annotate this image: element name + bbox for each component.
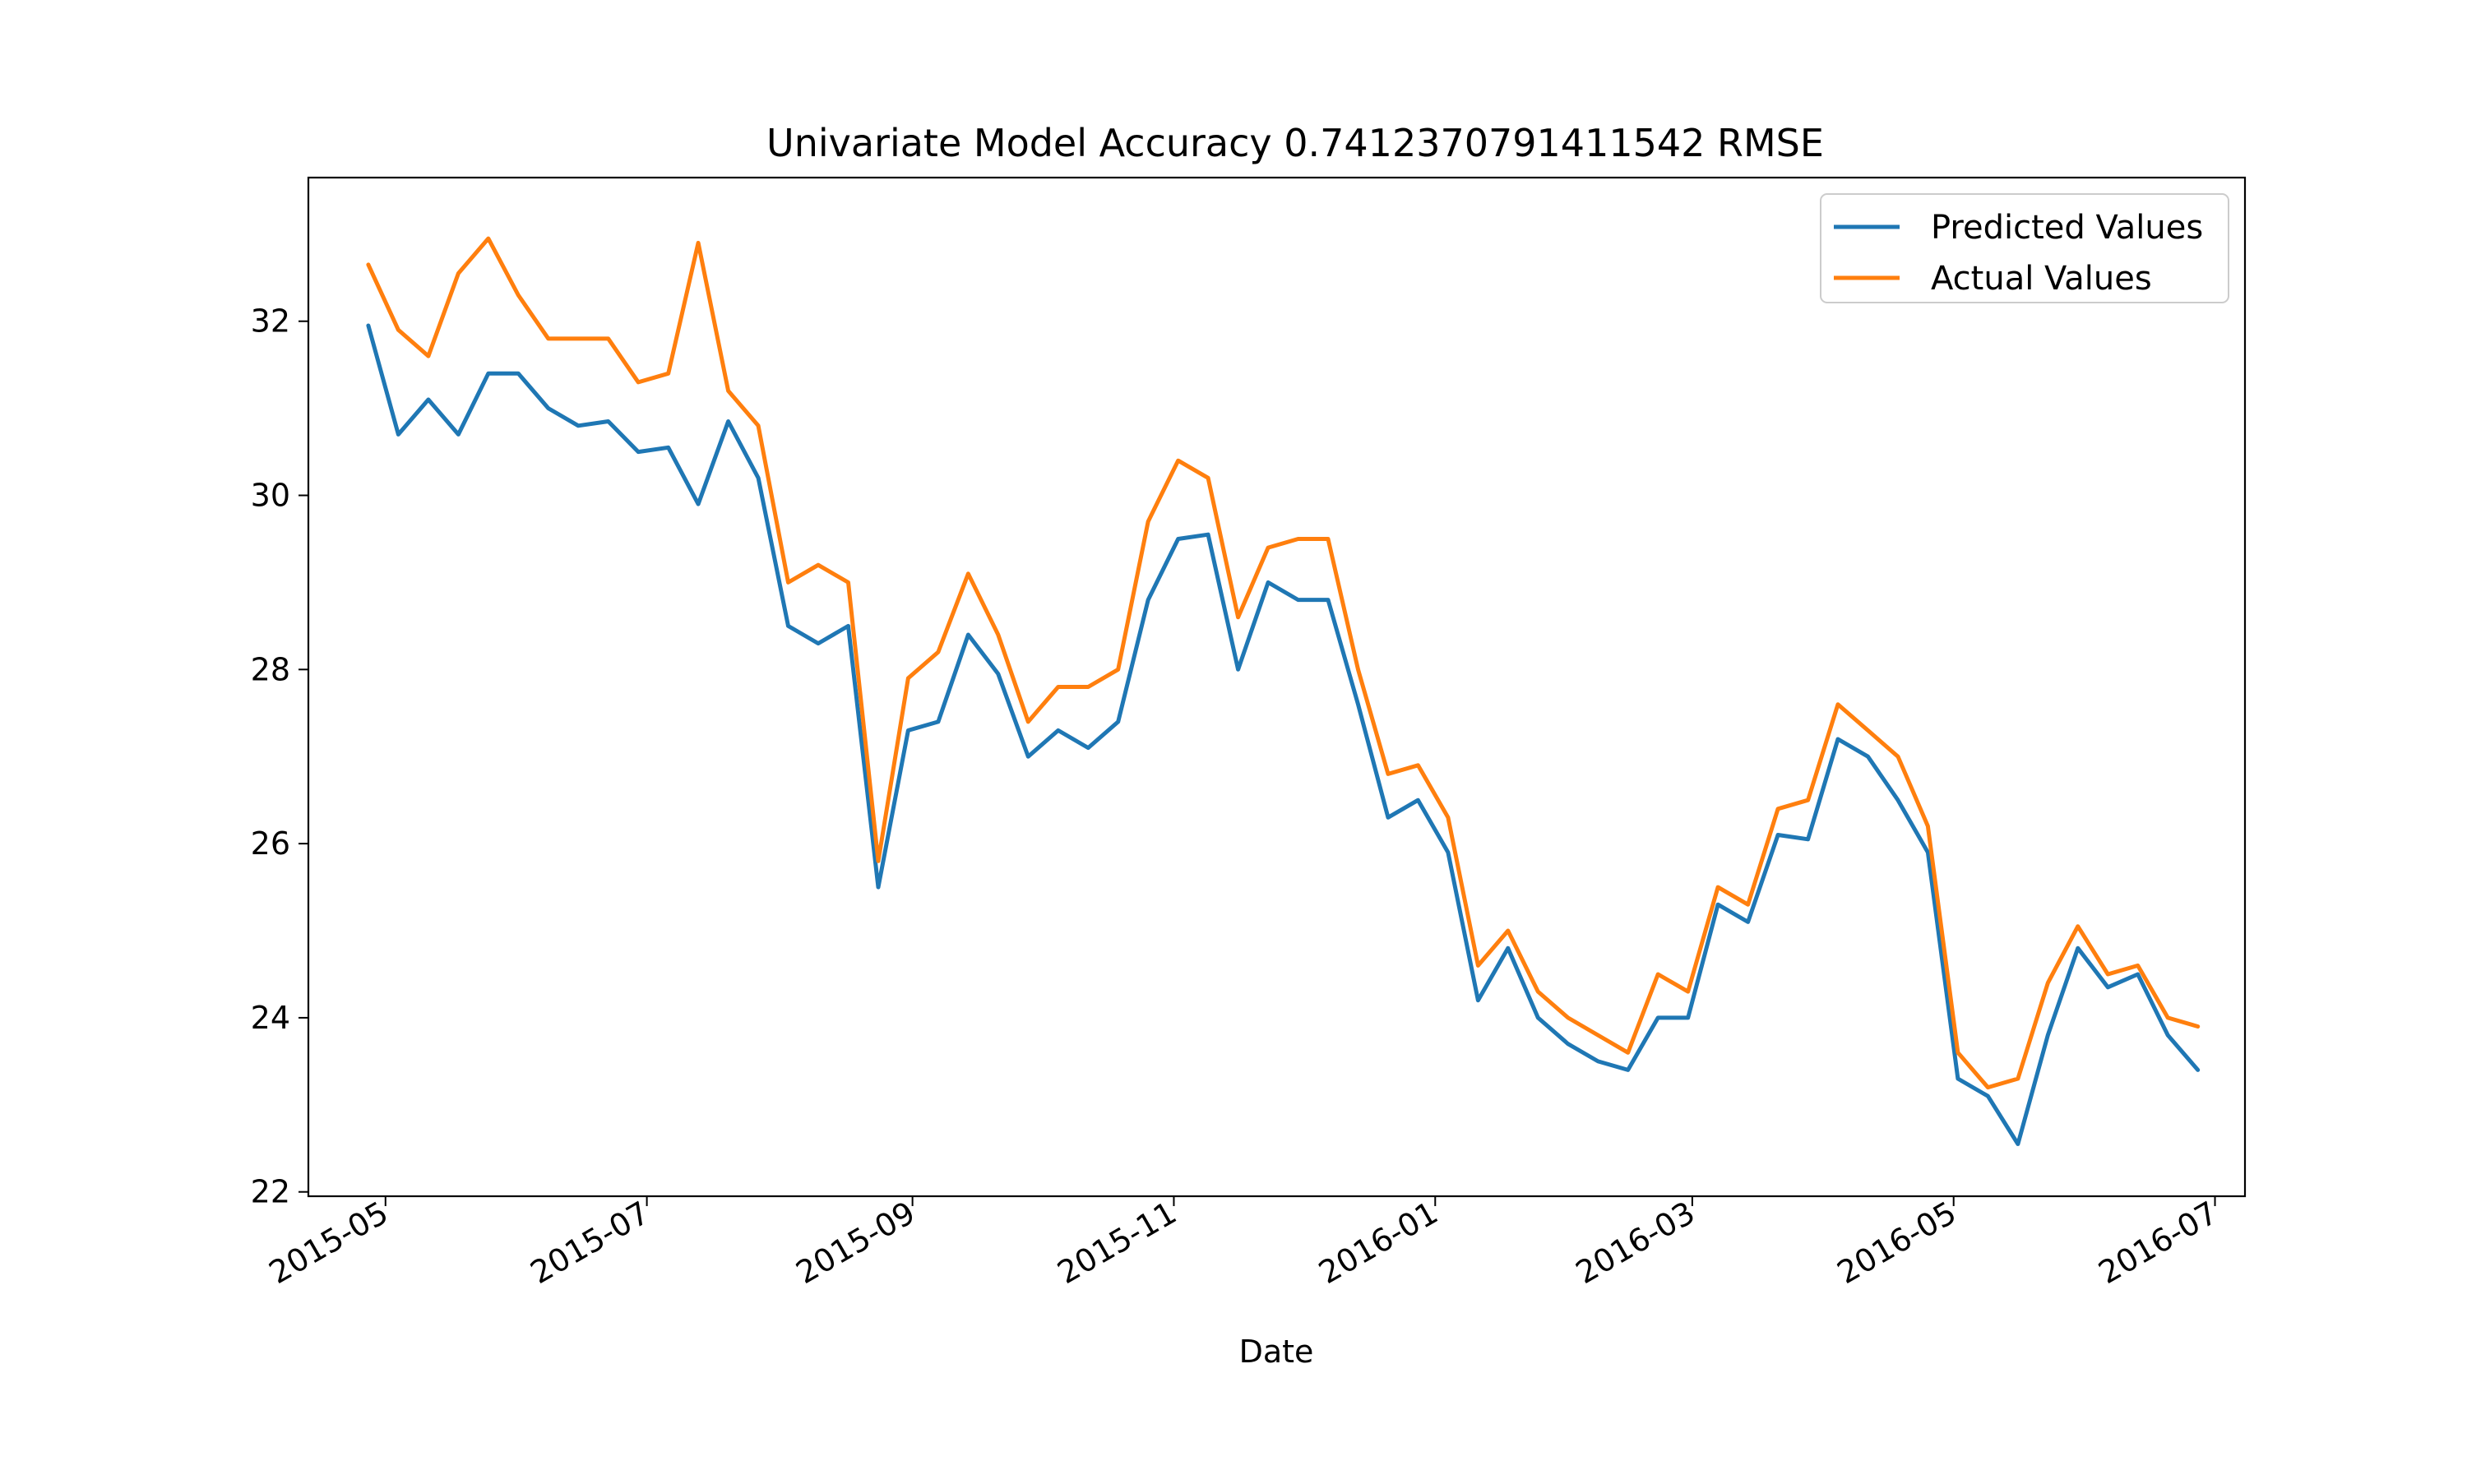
y-tick-label: 24 (251, 1000, 290, 1036)
x-tick-label: 2016-07 (2093, 1195, 2224, 1291)
series-line-actual-values (366, 236, 2201, 1090)
x-axis: 2015-05 2015-07 2015-09 2015-11 2016-01 2016-… (263, 1195, 2224, 1291)
x-tick-label: 2016-03 (1570, 1195, 1701, 1291)
x-axis-label: Date (1239, 1334, 1314, 1370)
y-tick-label: 22 (251, 1174, 290, 1210)
x-tick-label: 2016-05 (1831, 1195, 1963, 1291)
chart-title: Univariate Model Accuracy 0.741237079141… (766, 121, 1824, 165)
y-tick-label: 30 (251, 478, 290, 514)
x-tick-label: 2015-11 (1051, 1195, 1183, 1291)
y-tick-label: 28 (251, 651, 290, 687)
x-tick-label: 2016-01 (1312, 1195, 1444, 1291)
series-layer (366, 236, 2201, 1146)
legend-box (1820, 193, 2229, 303)
legend: Predicted Values Actual Values (1820, 193, 2229, 303)
legend-label: Actual Values (1931, 260, 2152, 298)
x-tick-label: 2015-07 (525, 1195, 656, 1291)
y-tick-label: 32 (251, 303, 290, 340)
plot-area (307, 176, 2247, 1198)
y-tick-label: 26 (251, 825, 290, 862)
x-tick-label: 2015-09 (790, 1195, 922, 1291)
series-line-predicted-values (366, 323, 2201, 1146)
y-axis: 22 24 26 28 30 32 (251, 303, 308, 1210)
legend-label: Predicted Values (1931, 209, 2203, 247)
